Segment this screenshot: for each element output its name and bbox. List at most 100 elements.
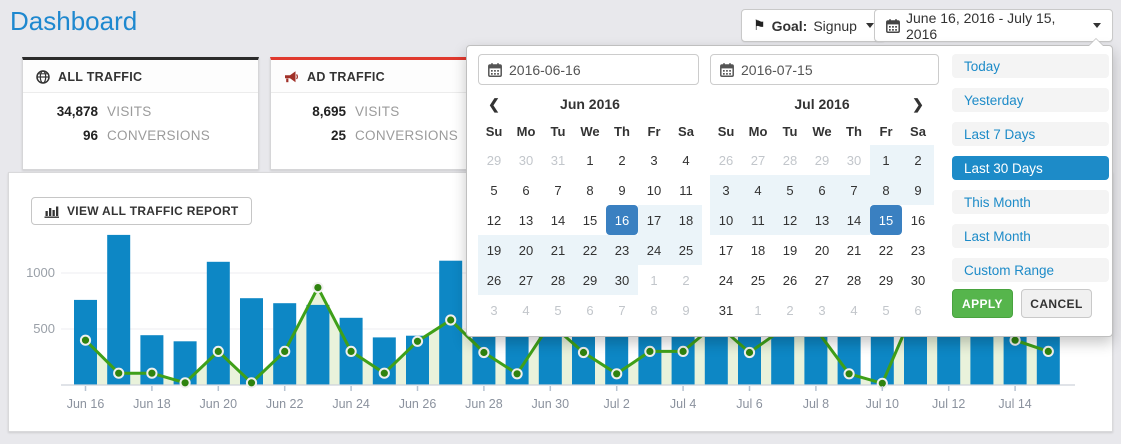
calendar-day[interactable]: 29	[878, 272, 894, 288]
calendar-day[interactable]: 19	[478, 235, 510, 265]
calendar-day[interactable]: 19	[782, 242, 798, 258]
calendar-day[interactable]: 9	[618, 182, 626, 198]
calendar-day[interactable]: 6	[522, 182, 530, 198]
preset-item[interactable]: Yesterday	[952, 88, 1109, 112]
calendar-day[interactable]: 20	[814, 242, 830, 258]
calendar-day[interactable]: 1	[870, 145, 902, 175]
calendar-day[interactable]: 20	[510, 235, 542, 265]
calendar-day[interactable]: 7	[618, 302, 626, 318]
calendar-day[interactable]: 8	[586, 182, 594, 198]
preset-item[interactable]: Today	[952, 54, 1109, 78]
calendar-prev-icon[interactable]: ❮	[488, 95, 500, 112]
calendar-day[interactable]: 18	[750, 242, 766, 258]
calendar-day[interactable]: 11	[742, 205, 774, 235]
calendar-day[interactable]: 23	[910, 242, 926, 258]
calendar-day[interactable]: 18	[670, 205, 702, 235]
calendar-day[interactable]: 10	[646, 182, 662, 198]
calendar-next-icon[interactable]: ❯	[912, 95, 924, 112]
end-date-input[interactable]: 2016-07-15	[710, 54, 939, 85]
calendar-day[interactable]: 13	[518, 212, 534, 228]
calendar-day[interactable]: 31	[550, 152, 566, 168]
calendar-day[interactable]: 13	[806, 205, 838, 235]
calendar-day[interactable]: 7	[554, 182, 562, 198]
calendar-day[interactable]: 2	[786, 302, 794, 318]
calendar-day[interactable]: 4	[522, 302, 530, 318]
calendar-day[interactable]: 21	[846, 242, 862, 258]
calendar-day[interactable]: 29	[574, 265, 606, 295]
calendar-day[interactable]: 15	[870, 205, 902, 235]
calendar-day[interactable]: 9	[682, 302, 690, 318]
view-all-traffic-report-button[interactable]: VIEW ALL TRAFFIC REPORT	[31, 197, 252, 225]
calendar-day[interactable]: 23	[606, 235, 638, 265]
calendar-day[interactable]: 5	[882, 302, 890, 318]
calendar-day[interactable]: 16	[606, 205, 638, 235]
calendar-day[interactable]: 27	[750, 152, 766, 168]
calendar-day[interactable]: 28	[782, 152, 798, 168]
calendar-day[interactable]: 1	[650, 272, 658, 288]
calendar-day[interactable]: 17	[638, 205, 670, 235]
calendar-next-icon[interactable]	[670, 90, 702, 118]
preset-item[interactable]: Last 30 Days	[952, 156, 1109, 180]
calendar-day[interactable]: 30	[518, 152, 534, 168]
calendar-day[interactable]: 6	[806, 175, 838, 205]
calendar-day[interactable]: 27	[510, 265, 542, 295]
calendar-day[interactable]: 25	[670, 235, 702, 265]
calendar-day[interactable]: 6	[914, 302, 922, 318]
calendar-day[interactable]: 30	[846, 152, 862, 168]
calendar-day[interactable]: 14	[838, 205, 870, 235]
calendar-day[interactable]: 8	[650, 302, 658, 318]
calendar-day[interactable]: 4	[850, 302, 858, 318]
preset-item[interactable]: Custom Range	[952, 258, 1109, 282]
calendar-day[interactable]: 30	[910, 272, 926, 288]
preset-item[interactable]: This Month	[952, 190, 1109, 214]
calendar-day[interactable]: 9	[902, 175, 934, 205]
calendar-day[interactable]: 5	[774, 175, 806, 205]
calendar-day[interactable]: 22	[878, 242, 894, 258]
calendar-day[interactable]: 3	[818, 302, 826, 318]
calendar-day[interactable]: 1	[586, 152, 594, 168]
calendar-day[interactable]: 10	[710, 205, 742, 235]
calendar-day[interactable]: 2	[618, 152, 626, 168]
calendar-day[interactable]: 5	[554, 302, 562, 318]
calendar-day[interactable]: 8	[870, 175, 902, 205]
calendar-day[interactable]: 29	[814, 152, 830, 168]
preset-item[interactable]: Last 7 Days	[952, 122, 1109, 146]
calendar-day[interactable]: 28	[846, 272, 862, 288]
calendar-day[interactable]: 27	[814, 272, 830, 288]
start-date-input[interactable]: 2016-06-16	[478, 54, 699, 85]
calendar-day[interactable]: 3	[650, 152, 658, 168]
cancel-button[interactable]: CANCEL	[1021, 289, 1092, 318]
calendar-day[interactable]: 30	[606, 265, 638, 295]
calendar-day[interactable]: 21	[542, 235, 574, 265]
calendar-day[interactable]: 2	[902, 145, 934, 175]
calendar-day[interactable]: 1	[754, 302, 762, 318]
calendar-day[interactable]: 16	[910, 212, 926, 228]
calendar-day[interactable]: 12	[486, 212, 502, 228]
calendar-day[interactable]: 7	[838, 175, 870, 205]
calendar-day[interactable]: 4	[682, 152, 690, 168]
calendar-day[interactable]: 31	[718, 302, 734, 318]
calendar-day[interactable]: 25	[750, 272, 766, 288]
preset-item[interactable]: Last Month	[952, 224, 1109, 248]
calendar-day[interactable]: 12	[774, 205, 806, 235]
calendar-day[interactable]: 17	[718, 242, 734, 258]
calendar-day[interactable]: 14	[550, 212, 566, 228]
calendar-day[interactable]: 3	[710, 175, 742, 205]
calendar-day[interactable]: 11	[679, 182, 693, 198]
calendar-day[interactable]: 6	[586, 302, 594, 318]
calendar-day[interactable]: 29	[486, 152, 502, 168]
calendar-day[interactable]: 24	[638, 235, 670, 265]
calendar-day[interactable]: 26	[478, 265, 510, 295]
calendar-day[interactable]: 24	[718, 272, 734, 288]
calendar-day[interactable]: 2	[682, 272, 690, 288]
calendar-prev-icon[interactable]	[710, 90, 742, 118]
calendar-day[interactable]: 26	[718, 152, 734, 168]
calendar-day[interactable]: 15	[582, 212, 598, 228]
calendar-day[interactable]: 4	[742, 175, 774, 205]
apply-button[interactable]: APPLY	[952, 289, 1013, 318]
calendar-day[interactable]: 5	[490, 182, 498, 198]
goal-dropdown-button[interactable]: ⚑ Goal: Signup	[741, 9, 886, 42]
calendar-day[interactable]: 22	[574, 235, 606, 265]
calendar-day[interactable]: 28	[542, 265, 574, 295]
calendar-day[interactable]: 3	[490, 302, 498, 318]
